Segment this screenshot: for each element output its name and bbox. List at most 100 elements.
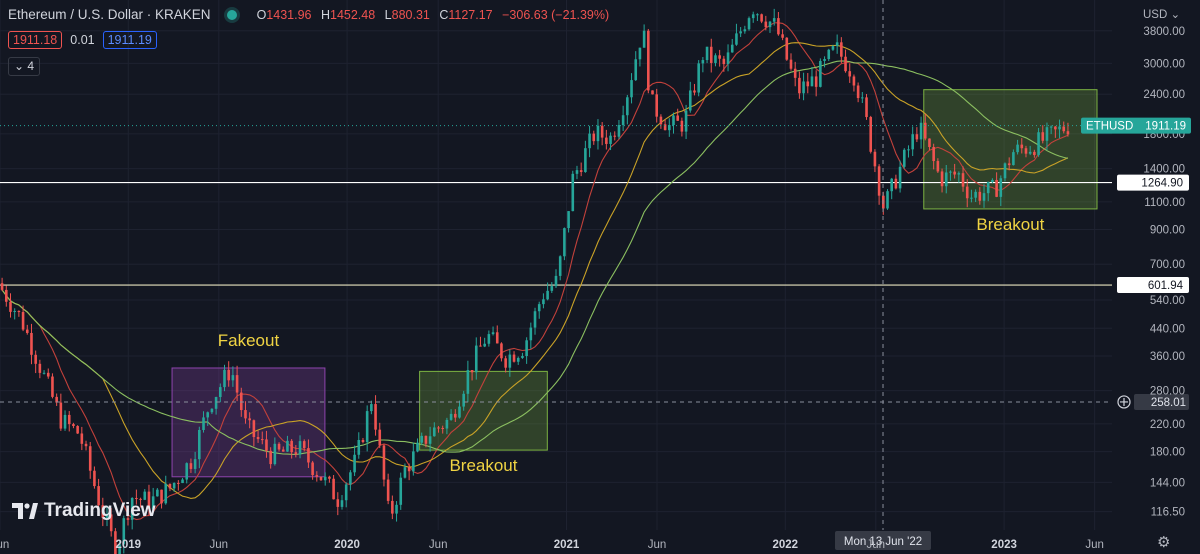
candle-up [349,472,352,485]
candle-up [42,372,46,374]
y-tick-label: 116.50 [1151,507,1185,519]
candle-down [391,500,394,514]
candle-up [768,21,772,28]
candle-down [252,420,256,438]
candle-up [433,427,436,437]
candle-down [80,433,84,444]
candle-up [403,467,407,478]
candle-up [130,498,134,520]
candle-down [495,332,499,344]
candle-down [126,518,130,520]
candle-down [97,486,100,506]
candle-down [600,125,604,138]
gear-icon[interactable]: ⚙ [1157,534,1171,551]
candle-up [726,52,730,65]
candle-down [814,76,818,87]
y-tick-label: 540.00 [1150,295,1185,307]
candle-down [995,179,998,197]
candle-up [999,178,1003,197]
candle-down [315,475,319,477]
candle-up [626,97,629,116]
currency-label[interactable]: USD ⌄ [1143,7,1180,21]
candle-up [667,125,671,131]
symbol-title[interactable]: Ethereum / U.S. Dollar · KRAKEN [8,7,211,22]
candle-up [462,393,465,407]
candle-up [563,228,566,257]
candle-down [55,396,58,403]
candle-down [663,124,667,131]
candle-up [756,14,759,16]
candle-down [277,443,281,450]
moving-average-line [1,42,1069,499]
candle-up [1003,163,1007,179]
x-tick-label: Jun [0,539,9,551]
candle-up [491,332,495,335]
candle-down [382,445,386,480]
candle-up [1049,126,1053,128]
candle-down [709,46,713,63]
candle-down [865,97,868,118]
candle-down [852,76,856,86]
candle-down [965,186,969,199]
candle-up [621,115,625,126]
candle-down [856,85,860,99]
candle-down [848,71,852,77]
candle-down [592,133,596,142]
candle-up [202,417,205,430]
candle-down [1020,144,1024,149]
annotation-label: Fakeout [218,331,280,350]
sell-button[interactable]: 1911.18 [8,31,63,49]
candle-down [793,68,797,78]
market-status-icon[interactable] [226,9,237,20]
currency-text: USD [1143,9,1168,21]
candle-up [831,46,835,50]
candle-down [676,115,679,121]
candle-down [4,289,8,302]
candle-down [281,449,285,452]
candle-up [428,436,432,444]
candles [0,8,1070,554]
candle-down [386,479,390,501]
candle-down [785,37,789,60]
candle-up [487,334,491,344]
candle-down [378,429,382,446]
y-tick-label: 144.00 [1150,477,1185,489]
candle-up [156,489,159,497]
candle-up [521,356,524,358]
candle-down [109,514,113,532]
candle-down [764,21,768,28]
indicators-toggle[interactable]: ⌄ 4 [8,57,41,76]
candle-down [777,18,780,35]
candle-down [265,439,268,451]
last-price-symbol: ETHUSD [1086,121,1133,133]
candle-up [172,482,176,489]
candle-down [239,392,243,411]
candle-up [412,451,415,472]
candle-up [835,42,839,47]
candle-up [105,514,109,518]
candle-down [248,418,251,421]
buy-button[interactable]: 1911.19 [102,31,157,49]
candle-up [537,304,541,312]
price-axis[interactable]: 116.50 144.00 180.00 220.00 280.00 360.00 440.… [1143,26,1185,519]
candle-up [449,413,453,420]
spread-value: 0.01 [70,33,95,47]
candle-down [46,372,50,377]
candle-up [122,518,126,545]
candle-down [680,120,684,132]
candle-down [978,191,982,201]
candle-down [30,332,33,355]
candle-down [374,404,377,430]
candle-down [722,58,726,65]
candle-up [902,149,906,167]
candle-down [1066,131,1070,135]
candle-down [915,134,919,140]
candle-up [420,435,424,443]
candle-up [772,18,776,22]
open-value: 1431.96 [266,7,312,22]
time-axis[interactable]: Jun 2019 Jun 2020 Jun 2021 Jun 2022 Jun 2023 Jun [0,539,1104,551]
add-alert-icon[interactable] [1117,395,1131,409]
candle-down [135,498,138,500]
